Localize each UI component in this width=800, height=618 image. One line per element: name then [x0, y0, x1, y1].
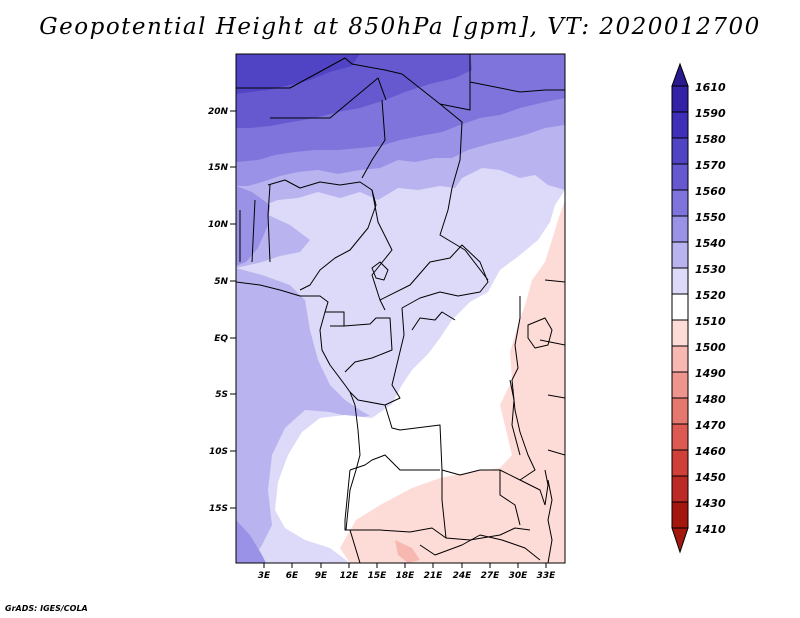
colorbar-swatch	[671, 319, 689, 347]
lat-label: 15N	[208, 163, 229, 173]
coastline-gulf	[236, 281, 356, 406]
colorbar-bottom-arrow	[671, 527, 689, 554]
lon-label: 3E	[258, 571, 271, 581]
band-1530-south	[236, 268, 370, 563]
map-title: Geopotential Height at 850hPa [gpm], VT:…	[39, 14, 761, 40]
colorbar-label: 1500	[695, 341, 726, 354]
colorbar-label: 1510	[695, 315, 726, 328]
lon-label: 33E	[537, 571, 557, 581]
lon-label: 24E	[453, 571, 473, 581]
colorbar-label: 1540	[695, 237, 726, 250]
lat-label: EQ	[214, 334, 228, 344]
colorbar-label: 1460	[695, 445, 726, 458]
border-algeria-mali	[270, 77, 387, 119]
border-east	[539, 279, 565, 563]
map-frame	[235, 53, 566, 564]
colorbar-label: 1590	[695, 107, 726, 120]
colorbar-swatch	[671, 111, 689, 139]
colorbar-label: 1560	[695, 185, 726, 198]
colorbar-label: 1550	[695, 211, 726, 224]
border-benin-togo	[239, 184, 271, 263]
river-drc	[411, 311, 456, 331]
colorbar-swatch	[671, 267, 689, 295]
band-1540-sw	[236, 520, 266, 563]
lat-axis	[230, 110, 236, 509]
band-1540-west	[236, 186, 270, 266]
colorbar-label: 1450	[695, 471, 726, 484]
border-north-2	[469, 81, 565, 93]
colorbar-swatch	[671, 215, 689, 243]
lat-label: 10S	[209, 447, 228, 457]
colorbar-swatch	[671, 241, 689, 269]
lake-victoria	[527, 317, 553, 349]
colorbar-swatch	[671, 137, 689, 165]
coastline-south	[345, 404, 361, 531]
colorbar-swatch	[671, 397, 689, 425]
colorbar-label: 1430	[695, 497, 726, 510]
colorbar-swatch	[671, 345, 689, 373]
border-zambia	[441, 470, 521, 539]
lon-label: 18E	[396, 571, 416, 581]
colorbar-swatch	[671, 423, 689, 451]
colorbar-swatch	[671, 189, 689, 217]
lon-label: 6E	[286, 571, 299, 581]
border-north	[236, 54, 471, 111]
colorbar-swatch	[671, 475, 689, 503]
grads-credit: GrADS: IGES/COLA	[5, 604, 88, 613]
lon-axis	[263, 563, 547, 568]
border-gabon-eq	[330, 312, 345, 327]
colorbar-label: 1580	[695, 133, 726, 146]
colorbar-label: 1480	[695, 393, 726, 406]
lake-chad	[371, 261, 389, 281]
colorbar-swatch	[671, 163, 689, 191]
lon-label: 9E	[315, 571, 328, 581]
border-south	[349, 529, 541, 563]
border-nigeria	[267, 179, 377, 291]
colorbar-label: 1610	[695, 81, 726, 94]
colorbar-swatch	[671, 85, 689, 113]
colorbar-label: 1490	[695, 367, 726, 380]
lat-label: 10N	[208, 220, 229, 230]
colorbar-label: 1410	[695, 523, 726, 536]
border-niger-chad	[361, 99, 386, 179]
lon-labels: 3E 6E 9E 12E 15E 18E 21E 24E 27E 30E 33E	[258, 571, 556, 581]
colorbar-swatch	[671, 371, 689, 399]
border-car	[379, 244, 489, 309]
colorbar-label: 1470	[695, 419, 726, 432]
band-1490	[395, 540, 420, 563]
lat-label: 5N	[214, 277, 228, 287]
lon-label: 21E	[424, 571, 444, 581]
lake-tanganyika	[509, 379, 521, 456]
lake-malawi	[544, 469, 549, 506]
colorbar-labels: 1610 1590 1580 1570 1560 1550 1540 1530 …	[695, 81, 726, 536]
border-cameroon	[371, 189, 393, 311]
colorbar-top-arrow	[671, 62, 689, 87]
lat-labels: 20N 15N 10N 5N EQ 5S 10S 15S	[208, 107, 229, 514]
colorbar	[671, 62, 689, 554]
lon-label: 27E	[481, 571, 501, 581]
band-1500	[340, 200, 565, 563]
lat-label: 5S	[215, 390, 228, 400]
lat-label: 20N	[208, 107, 229, 117]
band-1570	[236, 54, 360, 94]
colorbar-swatch	[671, 501, 689, 529]
colorbar-label: 1570	[695, 159, 726, 172]
country-borders	[236, 54, 565, 563]
border-congo-drc	[349, 307, 405, 406]
lon-label: 30E	[509, 571, 529, 581]
border-angola	[344, 454, 531, 541]
lon-label: 15E	[368, 571, 388, 581]
border-drc-south	[384, 404, 546, 506]
border-chad-sudan	[439, 103, 489, 281]
colorbar-label: 1530	[695, 263, 726, 276]
lon-label: 12E	[340, 571, 360, 581]
map-field	[236, 54, 565, 563]
colorbar-swatch	[671, 293, 689, 321]
colorbar-swatch	[671, 449, 689, 477]
colorbar-label: 1520	[695, 289, 726, 302]
lat-label: 15S	[209, 504, 228, 514]
